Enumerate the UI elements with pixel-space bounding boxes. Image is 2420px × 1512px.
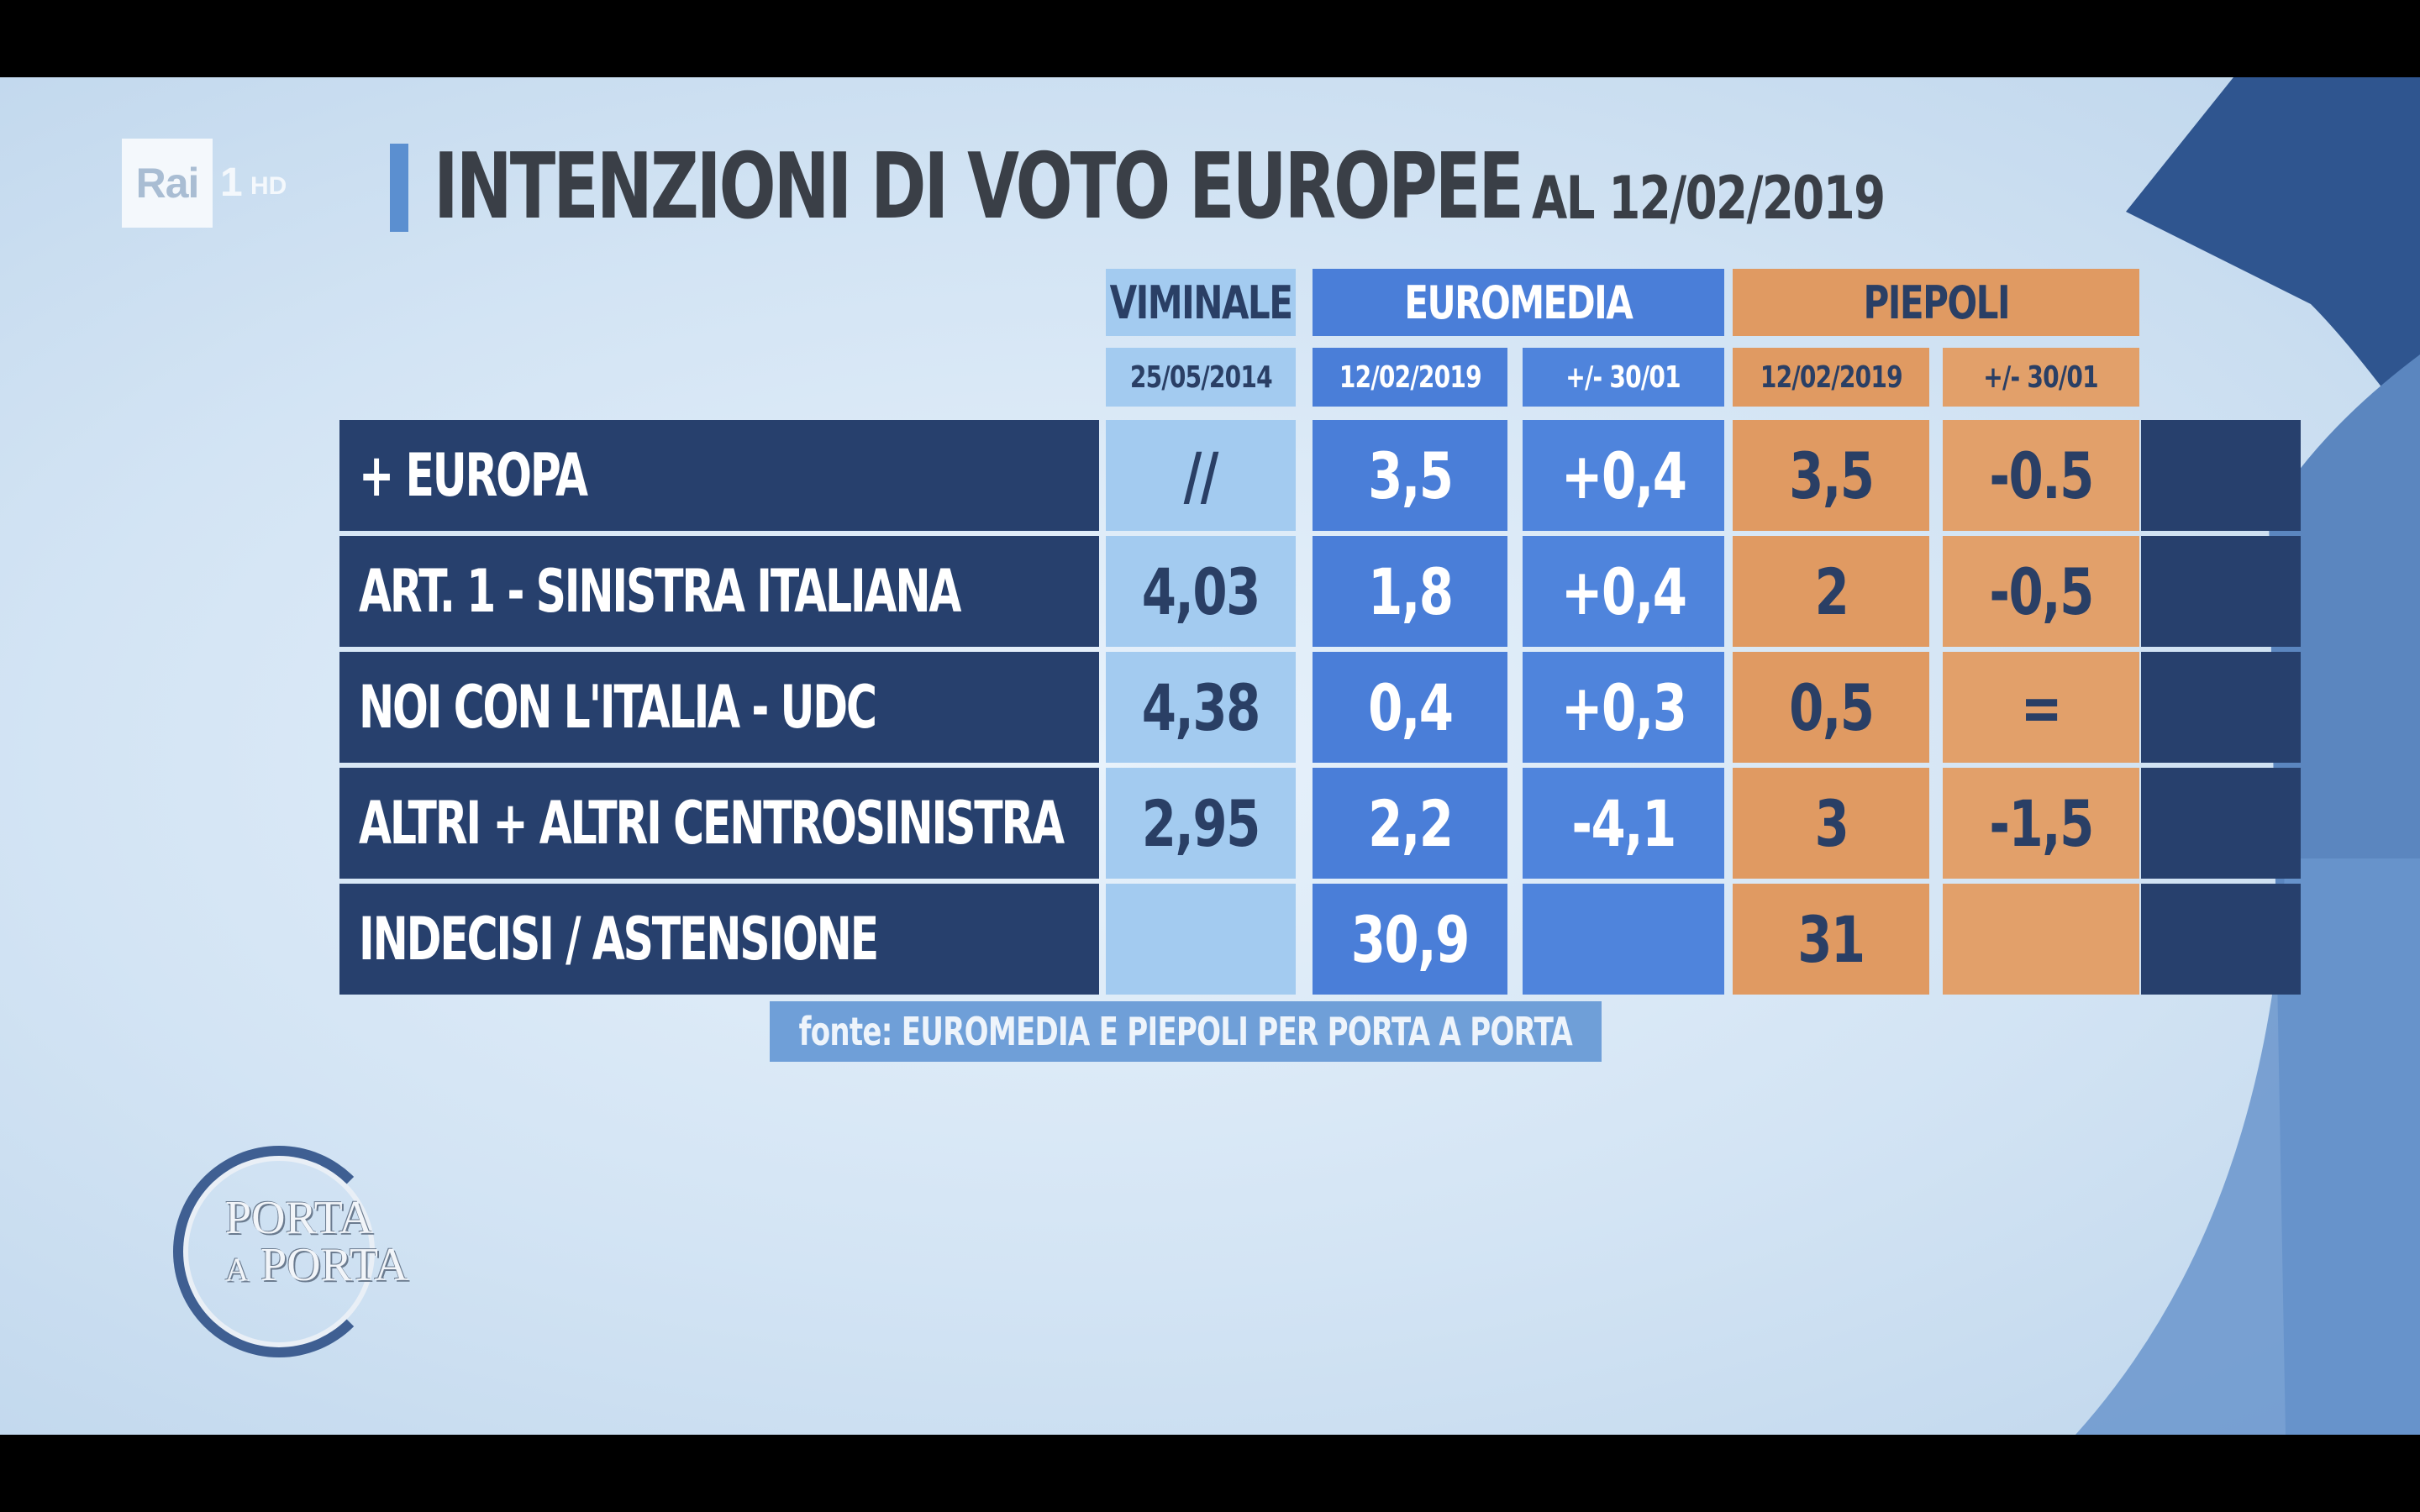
cell-euromedia: 30,9 <box>1313 884 1507 995</box>
rai-logo-text: Rai <box>135 160 200 207</box>
title-accent-bar <box>390 144 408 232</box>
cell-piepoli-diff: -0.5 <box>1943 420 2139 531</box>
cell-piepoli: 2 <box>1733 536 1929 647</box>
cell-piepoli: 3,5 <box>1733 420 1929 531</box>
row-tail <box>2141 420 2301 531</box>
cell-piepoli: 31 <box>1733 884 1929 995</box>
header-piepoli: PIEPOLI <box>1733 269 2139 336</box>
cell-euromedia: 3,5 <box>1313 420 1507 531</box>
table-row-label: + EUROPA <box>339 420 1099 531</box>
channel-quality: HD <box>250 172 287 200</box>
header-viminale: VIMINALE <box>1106 269 1296 336</box>
porta-a-porta-logo-line1: PORTA <box>225 1192 373 1244</box>
cell-viminale: 4,38 <box>1106 652 1296 763</box>
cell-euromedia: 0,4 <box>1313 652 1507 763</box>
cell-euromedia: 1,8 <box>1313 536 1507 647</box>
cell-euromedia-diff <box>1523 884 1724 995</box>
row-tail <box>2141 536 2301 647</box>
cell-piepoli: 0,5 <box>1733 652 1929 763</box>
cell-euromedia-diff: +0,4 <box>1523 420 1724 531</box>
porta-a-porta-logo-line2: a PORTA <box>225 1239 408 1291</box>
channel-number: 1 <box>220 160 243 205</box>
cell-euromedia-diff: -4,1 <box>1523 768 1724 879</box>
page-title: INTENZIONI DI VOTO EUROPEE <box>434 134 1524 239</box>
row-tail <box>2141 768 2301 879</box>
source-caption: fonte: EUROMEDIA E PIEPOLI PER PORTA A P… <box>770 1001 1602 1062</box>
rai-logo: Rai <box>122 139 213 228</box>
page-title-date: AL 12/02/2019 <box>1532 164 1886 233</box>
cell-euromedia-diff: +0,4 <box>1523 536 1724 647</box>
cell-viminale: 4,03 <box>1106 536 1296 647</box>
header-euromedia: EUROMEDIA <box>1313 269 1724 336</box>
table-row-label: ART. 1 - SINISTRA ITALIANA <box>339 536 1099 647</box>
subheader-euromedia-date: 12/02/2019 <box>1313 348 1507 407</box>
cell-viminale: 2,95 <box>1106 768 1296 879</box>
background-decoration <box>2075 77 2420 1435</box>
cell-piepoli-diff <box>1943 884 2139 995</box>
table-row-label: INDECISI / ASTENSIONE <box>339 884 1099 995</box>
cell-viminale: // <box>1106 420 1296 531</box>
cell-euromedia-diff: +0,3 <box>1523 652 1724 763</box>
table-row-label: NOI CON L'ITALIA - UDC <box>339 652 1099 763</box>
cell-piepoli-diff: -0,5 <box>1943 536 2139 647</box>
row-tail <box>2141 884 2301 995</box>
subheader-piepoli-date: 12/02/2019 <box>1733 348 1929 407</box>
cell-piepoli-diff: = <box>1943 652 2139 763</box>
table-row-label: ALTRI + ALTRI CENTROSINISTRA <box>339 768 1099 879</box>
cell-piepoli: 3 <box>1733 768 1929 879</box>
cell-piepoli-diff: -1,5 <box>1943 768 2139 879</box>
cell-viminale <box>1106 884 1296 995</box>
subheader-piepoli-diff: +/- 30/01 <box>1943 348 2139 407</box>
subheader-euromedia-diff: +/- 30/01 <box>1523 348 1724 407</box>
subheader-viminale-date: 25/05/2014 <box>1106 348 1296 407</box>
tv-screen: Rai 1 HD INTENZIONI DI VOTO EUROPEE AL 1… <box>0 77 2420 1435</box>
row-tail <box>2141 652 2301 763</box>
porta-a-porta-logo: PORTA a PORTA <box>225 1194 427 1289</box>
cell-euromedia: 2,2 <box>1313 768 1507 879</box>
